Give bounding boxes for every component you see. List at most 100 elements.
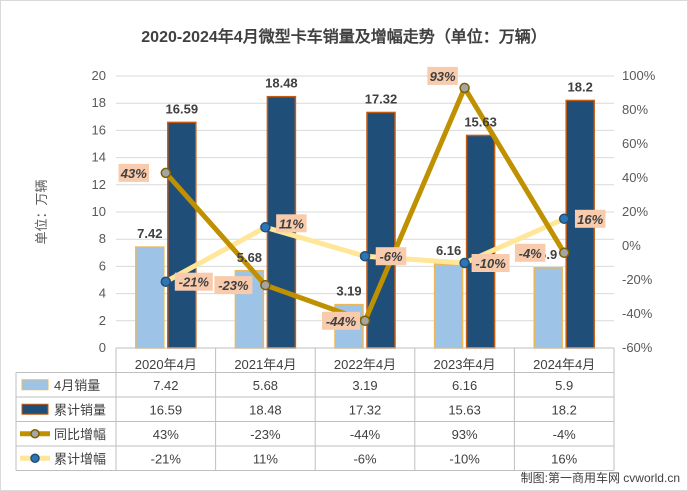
- table-cell: -44%: [350, 427, 381, 442]
- cumulative-growth-label-box: [276, 214, 307, 233]
- table-row-name: 累计增幅: [54, 451, 106, 466]
- gridlines: [116, 75, 614, 322]
- y-tick-label: 4: [99, 286, 106, 301]
- yoy-growth-label-box: [214, 276, 253, 295]
- table-cell: -23%: [250, 427, 281, 442]
- table-cell: -21%: [151, 451, 182, 466]
- yoy-growth-label-box: [322, 311, 360, 330]
- yoy-growth-label: 93%: [430, 69, 456, 84]
- bar-cumulative: [465, 134, 496, 349]
- bar-monthly-label: 6.16: [436, 243, 461, 258]
- data-labels: 7.4216.595.6818.483.1917.326.1615.635.91…: [118, 66, 606, 330]
- cumulative-growth-marker: [160, 276, 172, 287]
- yoy-growth-marker: [359, 315, 371, 327]
- table-cell: 7.42: [153, 378, 178, 393]
- y2-tick-label: -60%: [622, 340, 653, 355]
- table-cell: -10%: [449, 451, 480, 466]
- y2-tick-label: 40%: [622, 170, 648, 185]
- lines: [160, 82, 570, 327]
- y2-tick-label: 100%: [622, 68, 656, 83]
- category-label: 2023年4月: [434, 357, 496, 372]
- cumulative-growth-label: 16%: [577, 212, 603, 227]
- legend-key-marker: [30, 453, 40, 463]
- y-tick-label: 20: [92, 68, 106, 83]
- cumulative-growth-label-box: [471, 254, 510, 272]
- cumulative-growth-marker: [260, 222, 271, 233]
- credit-text: 制图:第一商用车网 cvworld.cn: [521, 470, 680, 485]
- y2-tick-label: -20%: [622, 272, 653, 287]
- bar-monthly-label: 3.19: [336, 284, 361, 299]
- y-tick-label: 0: [99, 340, 106, 355]
- cumulative-growth-marker: [558, 213, 570, 225]
- yoy-growth-marker: [260, 279, 271, 291]
- yoy-growth-label: -23%: [218, 278, 249, 293]
- table-cell: 15.63: [448, 402, 481, 417]
- y-tick-label: 10: [92, 204, 106, 219]
- table-cell: 11%: [253, 451, 278, 466]
- table-cell: 16.59: [150, 402, 183, 417]
- yoy-growth-label: 43%: [120, 166, 147, 181]
- bar-monthly-label: 7.42: [137, 226, 162, 241]
- chart-title: 2020-2024年4月微型卡车销量及增幅走势（单位：万辆）: [141, 27, 546, 46]
- table-cell: 16%: [551, 451, 577, 466]
- category-label: 2021年4月: [234, 357, 296, 372]
- legend-key-marker: [30, 429, 40, 439]
- y2-tick-label: 60%: [622, 136, 648, 151]
- y-tick-label: 6: [99, 258, 106, 273]
- bar-cumulative-label: 16.59: [166, 101, 199, 116]
- cumulative-growth-marker: [359, 250, 371, 262]
- table-cell: 5.9: [555, 378, 573, 393]
- bar-cumulative: [167, 121, 197, 349]
- table-cell: 6.16: [452, 378, 477, 393]
- yoy-growth-label-box: [514, 243, 546, 262]
- y-tick-label: 2: [99, 313, 106, 328]
- table-row-name: 累计销量: [54, 402, 106, 417]
- cumulative-growth-label-box: [174, 272, 213, 291]
- yoy-growth-marker: [160, 167, 172, 179]
- category-label: 2020年4月: [135, 357, 197, 372]
- y2-tick-label: 0%: [622, 238, 641, 253]
- y-tick-label: 16: [92, 122, 106, 137]
- cumulative-growth-label-box: [574, 209, 606, 228]
- category-label: 2024年4月: [533, 357, 595, 372]
- bar-cumulative-label: 15.63: [464, 114, 497, 129]
- axes: 0 2 4 6 8 10 12 14 16 18 20 -60% -40% -20% 0% 20% 40% 60%…: [34, 68, 656, 355]
- y2-tick-label: 80%: [622, 102, 648, 117]
- cumulative-growth-label-box: [375, 247, 407, 266]
- y2-tick-label: -40%: [622, 306, 653, 321]
- cumulative-growth-marker: [459, 257, 470, 269]
- bar-monthly-label: 5.68: [237, 250, 262, 265]
- bar-cumulative: [366, 111, 396, 349]
- bar-cumulative-label: 17.32: [365, 91, 398, 106]
- data-table: 2020年4月 2021年4月 2022年4月 2023年4月 2024年4月 4月销量 7…: [15, 348, 615, 471]
- yoy-growth-label-box: [427, 66, 458, 85]
- table-cell: 93%: [452, 427, 478, 442]
- yoy-growth-marker: [558, 247, 570, 259]
- cumulative-growth-label: -21%: [179, 275, 210, 290]
- table-cell: 18.2: [552, 402, 577, 417]
- bar-monthly: [433, 263, 464, 349]
- yoy-growth-label: -4%: [519, 246, 543, 261]
- bar-monthly: [533, 267, 563, 349]
- table-cell: 5.68: [253, 378, 278, 393]
- y-tick-label: 18: [92, 95, 106, 110]
- table-cell: 3.19: [352, 378, 377, 393]
- bar-monthly: [135, 246, 165, 349]
- category-label: 2022年4月: [334, 357, 396, 372]
- table-cell: 18.48: [249, 402, 282, 417]
- table-cell: 17.32: [349, 402, 382, 417]
- yoy-growth-label-box: [118, 163, 150, 182]
- cumulative-growth-label: 11%: [279, 216, 304, 231]
- cumulative-growth-label: -10%: [475, 256, 506, 271]
- y-tick-label: 8: [99, 231, 106, 246]
- y2-tick-label: 20%: [622, 204, 648, 219]
- y-tick-label: 12: [92, 177, 106, 192]
- legend-key-bar: [21, 403, 49, 415]
- bar-cumulative-label: 18.2: [568, 79, 593, 94]
- bar-cumulative-label: 18.48: [265, 76, 298, 91]
- legend-key-bar: [21, 379, 49, 391]
- y-axis-title: 单位：万辆: [34, 179, 49, 244]
- table-cell: 43%: [153, 427, 179, 442]
